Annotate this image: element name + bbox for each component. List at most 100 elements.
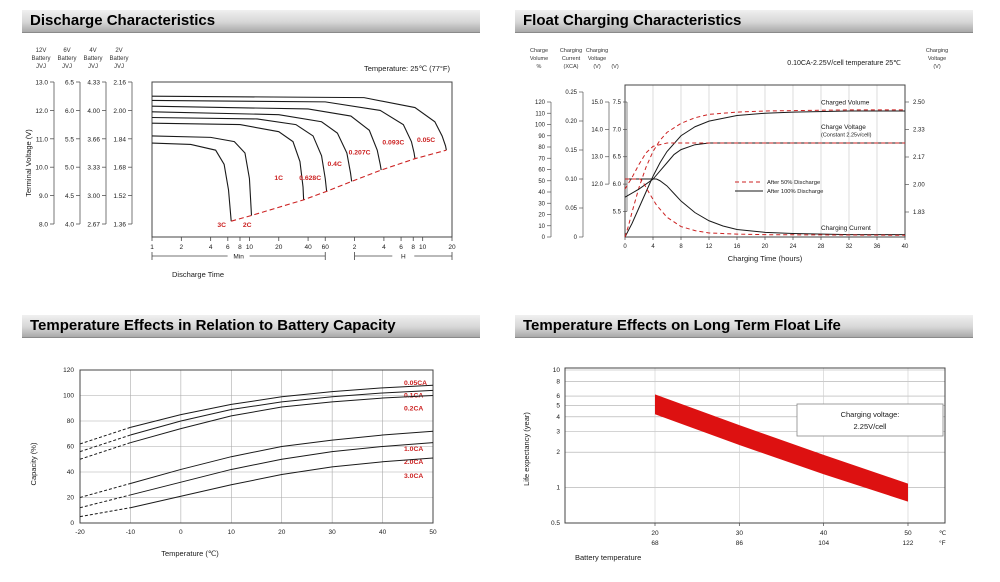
- svg-text:Charge Voltage: Charge Voltage: [821, 124, 866, 131]
- svg-text:30: 30: [736, 530, 744, 537]
- svg-text:4: 4: [382, 244, 386, 251]
- svg-text:8: 8: [679, 244, 683, 250]
- svg-text:0: 0: [623, 244, 627, 250]
- svg-text:0.15: 0.15: [565, 148, 577, 154]
- svg-text:6.5: 6.5: [65, 80, 74, 87]
- svg-text:1: 1: [556, 485, 560, 492]
- svg-text:Capacity (%): Capacity (%): [29, 442, 38, 485]
- float-charging-characteristics-chart: ChargeVolume%120110100908070605040302010…: [530, 48, 948, 263]
- svg-text:4: 4: [209, 244, 213, 251]
- svg-text:2: 2: [180, 244, 184, 251]
- svg-text:2.50: 2.50: [913, 100, 925, 106]
- svg-text:80: 80: [67, 418, 75, 425]
- svg-text:110: 110: [535, 111, 545, 117]
- svg-text:104: 104: [818, 540, 829, 547]
- svg-text:2.00: 2.00: [913, 183, 925, 189]
- svg-text:6: 6: [226, 244, 230, 251]
- svg-text:10: 10: [228, 529, 236, 536]
- svg-text:40: 40: [379, 529, 387, 536]
- svg-text:JVJ: JVJ: [88, 64, 98, 70]
- svg-text:60: 60: [67, 444, 75, 451]
- svg-text:8: 8: [556, 378, 560, 385]
- svg-text:Voltage: Voltage: [928, 56, 946, 62]
- svg-text:%: %: [537, 64, 542, 70]
- svg-text:Charging Time (hours): Charging Time (hours): [728, 254, 803, 263]
- svg-text:(V): (V): [593, 64, 601, 70]
- svg-text:Battery: Battery: [83, 56, 102, 62]
- svg-text:3.00: 3.00: [87, 193, 100, 200]
- svg-text:30: 30: [329, 529, 337, 536]
- svg-text:Charging: Charging: [560, 48, 582, 54]
- svg-text:Voltage: Voltage: [588, 56, 606, 62]
- svg-text:2: 2: [353, 244, 357, 251]
- svg-text:3C: 3C: [217, 222, 226, 229]
- svg-text:Charging voltage:: Charging voltage:: [841, 410, 900, 419]
- svg-text:After 100% Discharge: After 100% Discharge: [767, 189, 823, 195]
- svg-text:5: 5: [556, 402, 560, 409]
- svg-text:28: 28: [818, 244, 825, 250]
- svg-text:Charge: Charge: [530, 48, 548, 54]
- svg-text:Terminal Voltage (V): Terminal Voltage (V): [24, 129, 33, 197]
- svg-text:100: 100: [535, 123, 546, 129]
- svg-text:2.67: 2.67: [87, 222, 100, 229]
- svg-text:Battery: Battery: [31, 56, 50, 62]
- svg-text:Discharge Time: Discharge Time: [172, 270, 224, 279]
- svg-text:20: 20: [762, 244, 769, 250]
- svg-text:20: 20: [651, 530, 659, 537]
- svg-text:5.5: 5.5: [613, 209, 622, 215]
- svg-text:-10: -10: [126, 529, 136, 536]
- svg-text:20: 20: [278, 529, 286, 536]
- svg-text:Temperature: 25℃ (77°F): Temperature: 25℃ (77°F): [364, 64, 451, 73]
- svg-text:4.0: 4.0: [65, 222, 74, 229]
- panel-temperature-capacity: Temperature Effects in Relation to Batte…: [22, 315, 480, 570]
- svg-text:20: 20: [538, 213, 545, 219]
- svg-text:Volume: Volume: [530, 56, 548, 62]
- svg-text:Temperature (℃): Temperature (℃): [161, 549, 219, 558]
- svg-text:0: 0: [542, 235, 546, 241]
- svg-text:120: 120: [63, 367, 74, 374]
- section-title: Float Charging Characteristics: [523, 12, 742, 29]
- svg-text:68: 68: [651, 540, 659, 547]
- svg-text:32: 32: [846, 244, 853, 250]
- svg-text:2.16: 2.16: [113, 80, 126, 87]
- svg-text:3.0CA: 3.0CA: [404, 473, 423, 480]
- svg-text:0.207C: 0.207C: [349, 149, 371, 156]
- svg-text:120: 120: [535, 100, 546, 106]
- svg-text:4.00: 4.00: [87, 108, 100, 115]
- section-title: Discharge Characteristics: [30, 12, 216, 29]
- section-title: Temperature Effects on Long Term Float L…: [523, 317, 841, 334]
- svg-text:60: 60: [322, 244, 330, 251]
- svg-text:40: 40: [820, 530, 828, 537]
- svg-text:2.00: 2.00: [113, 108, 126, 115]
- svg-text:10: 10: [419, 244, 427, 251]
- svg-text:6: 6: [399, 244, 403, 251]
- svg-text:1.52: 1.52: [113, 193, 126, 200]
- svg-text:(V): (V): [933, 64, 941, 70]
- svg-text:2: 2: [556, 449, 560, 456]
- svg-text:12V: 12V: [36, 48, 47, 54]
- svg-text:10.0: 10.0: [35, 165, 48, 172]
- float-life-chart: 0.5123456810206830864010450122℃°FBattery…: [522, 367, 947, 562]
- svg-text:2V: 2V: [115, 48, 122, 54]
- svg-text:10: 10: [538, 224, 545, 230]
- svg-text:100: 100: [63, 393, 74, 400]
- svg-text:JVJ: JVJ: [36, 64, 46, 70]
- svg-text:2C: 2C: [243, 222, 252, 229]
- svg-text:40: 40: [67, 469, 75, 476]
- svg-text:10: 10: [553, 367, 561, 374]
- svg-text:0.4C: 0.4C: [328, 161, 342, 168]
- svg-text:36: 36: [874, 244, 881, 250]
- svg-text:24: 24: [790, 244, 797, 250]
- svg-text:Battery: Battery: [57, 56, 76, 62]
- svg-text:0.628C: 0.628C: [299, 175, 321, 182]
- svg-text:12: 12: [706, 244, 713, 250]
- temperature-capacity-chart: -20 -10 0 10 20 30 40 50 0 20 40 60 80 100 120 Temperat…: [29, 367, 437, 558]
- svg-text:6.0: 6.0: [613, 182, 622, 188]
- svg-text:7.0: 7.0: [613, 127, 622, 133]
- svg-text:50: 50: [904, 530, 912, 537]
- svg-text:(XCA): (XCA): [564, 64, 579, 70]
- svg-text:11.0: 11.0: [36, 136, 49, 143]
- svg-text:Charging: Charging: [926, 48, 948, 54]
- svg-text:80: 80: [538, 145, 545, 151]
- svg-text:0: 0: [179, 529, 183, 536]
